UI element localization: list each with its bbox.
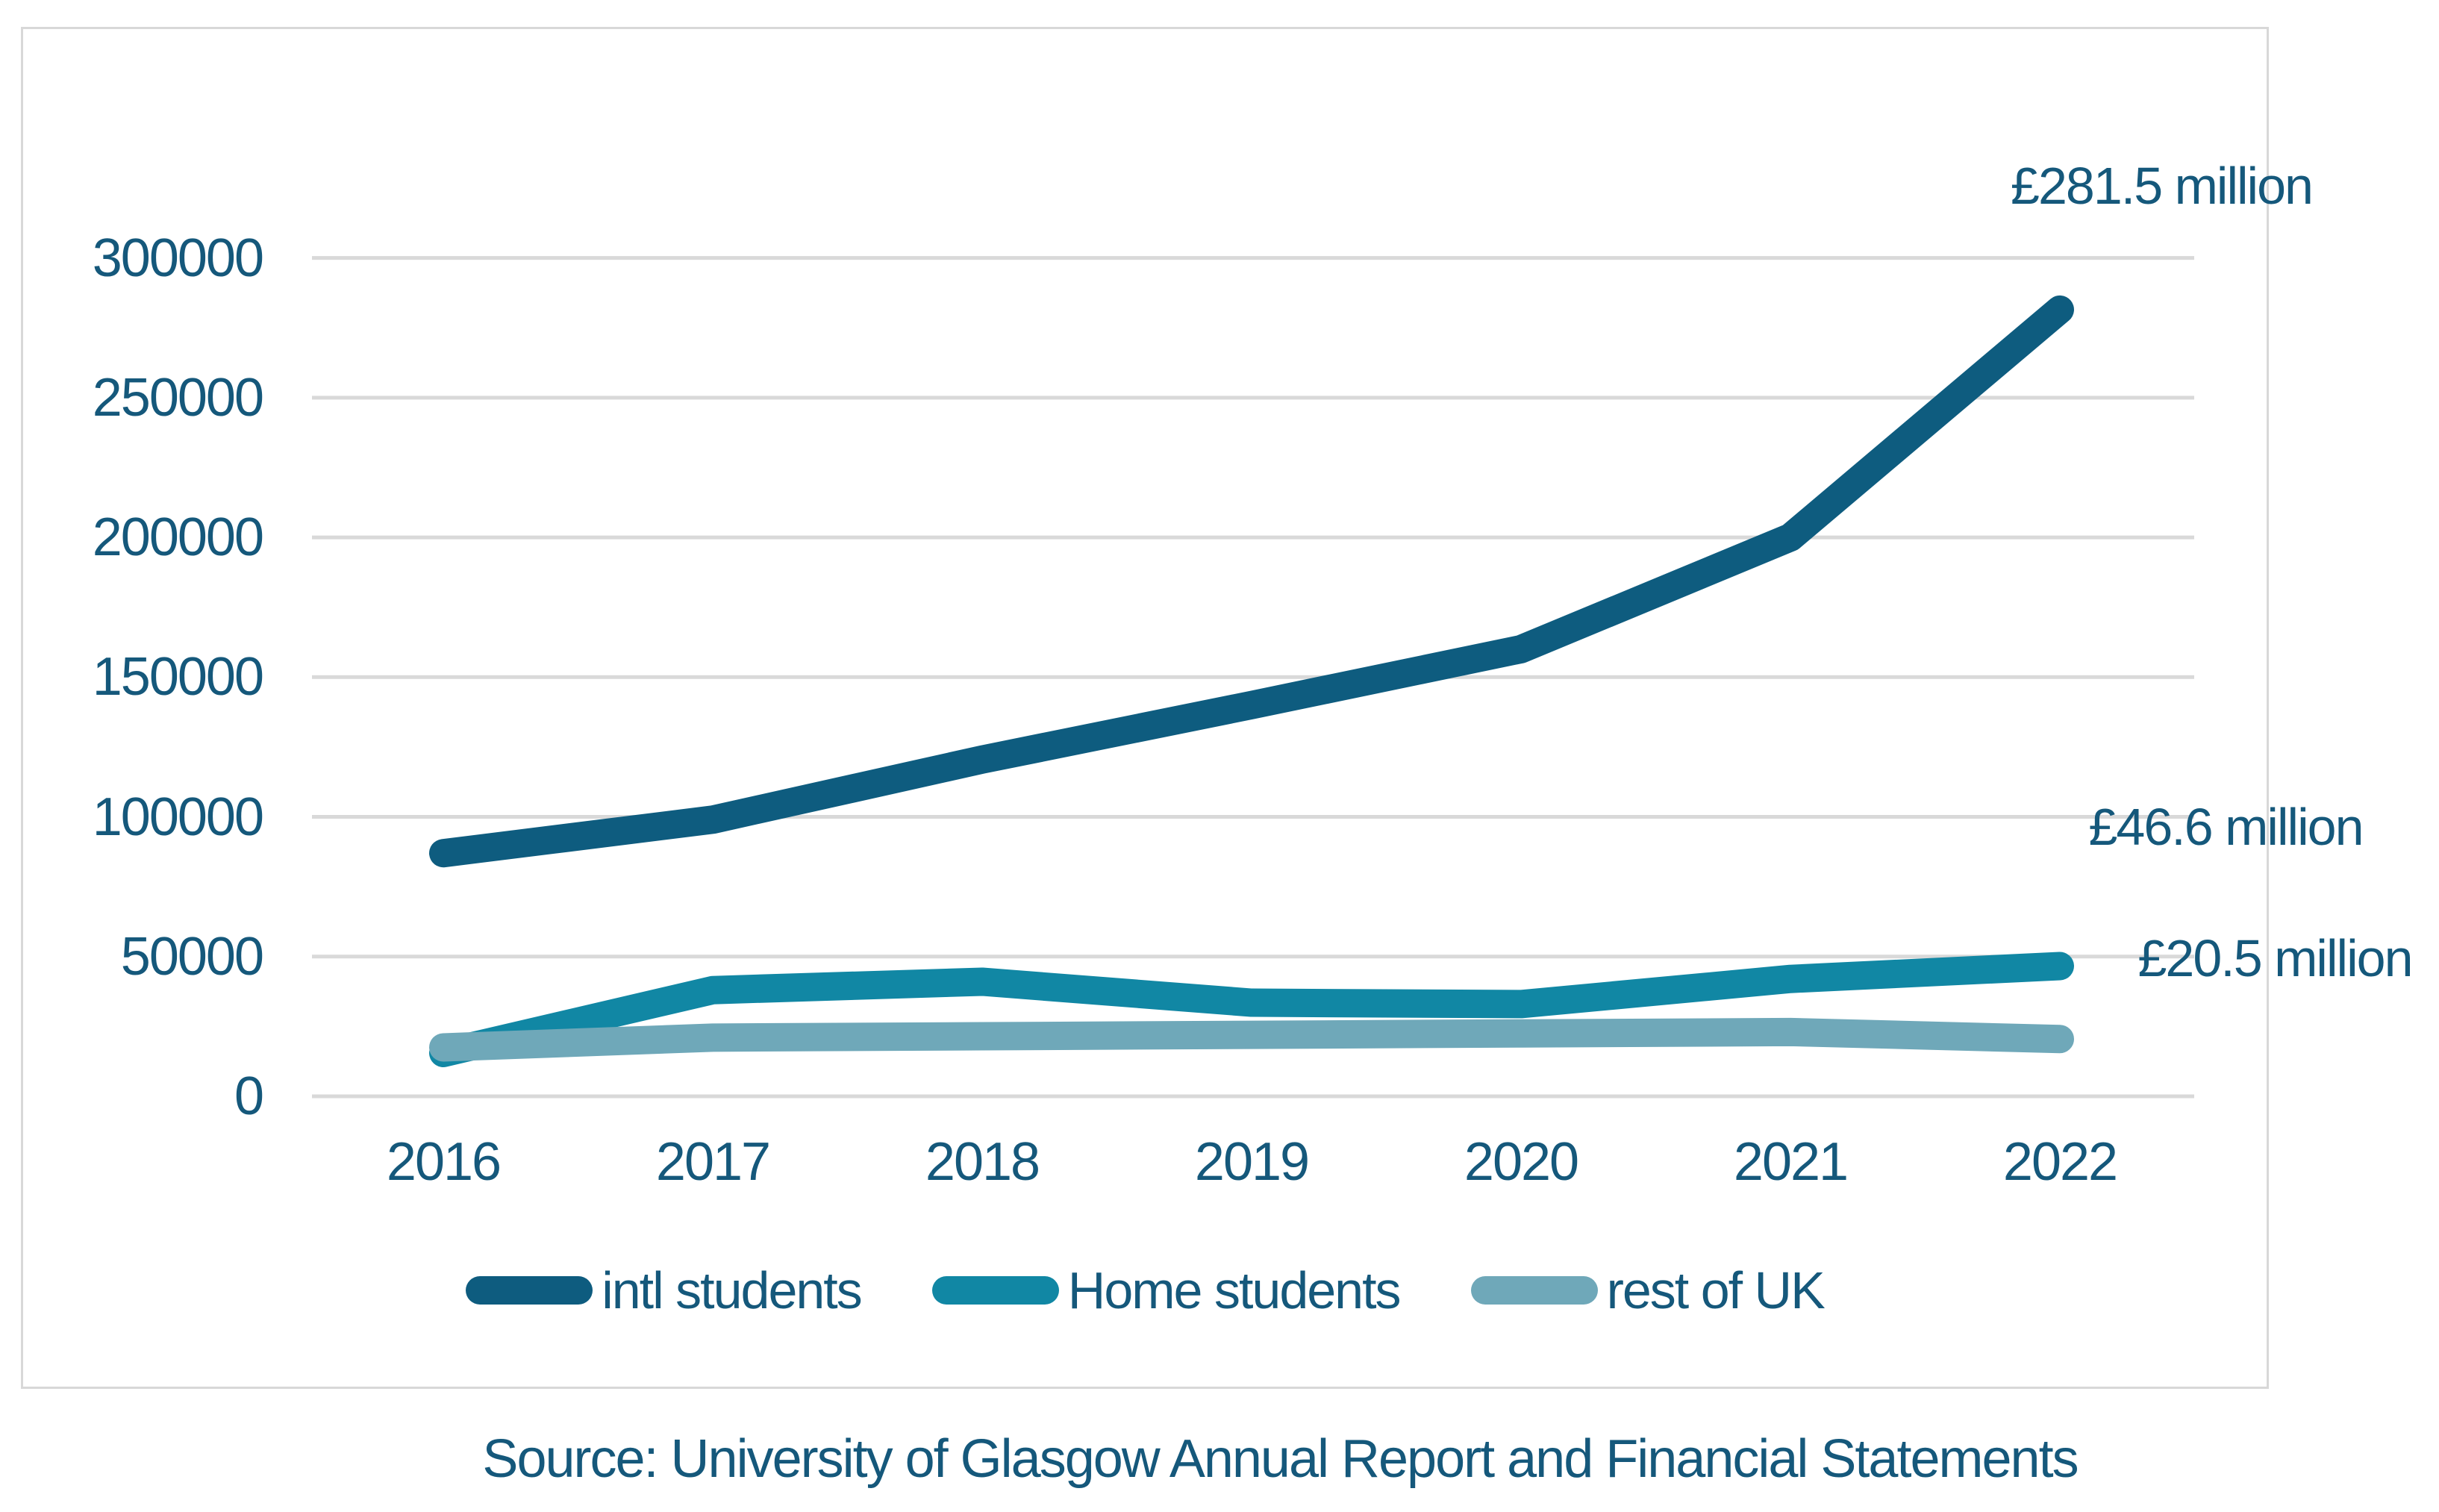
x-label-2017: 2017 [655, 1132, 771, 1192]
legend-marker-rest-of-uk [1470, 1276, 1598, 1305]
chart-frame [21, 27, 2269, 1389]
y-tick-100000: 100000 [92, 787, 264, 847]
y-tick-300000: 300000 [92, 228, 264, 288]
source-caption: Source: University of Glasgow Annual Rep… [482, 1429, 2079, 1489]
x-label-2021: 2021 [1733, 1132, 1849, 1192]
x-label-2022: 2022 [2002, 1132, 2118, 1192]
x-label-2018: 2018 [925, 1132, 1040, 1192]
legend-item-intl-students: intl students [466, 1260, 863, 1321]
y-tick-0: 0 [234, 1066, 264, 1126]
y-tick-50000: 50000 [120, 926, 264, 987]
legend-item-rest-of-uk: rest of UK [1470, 1260, 1826, 1321]
legend-marker-intl-students [466, 1276, 593, 1305]
legend: intl students Home students rest of UK [21, 1260, 2269, 1321]
legend-label-rest-of-uk: rest of UK [1606, 1261, 1826, 1319]
x-label-2016: 2016 [386, 1132, 502, 1192]
y-tick-200000: 200000 [92, 507, 264, 568]
y-tick-150000: 150000 [92, 647, 264, 707]
annotation-intl-2022: £281.5 million [2011, 157, 2314, 215]
legend-label-intl-students: intl students [602, 1261, 863, 1319]
series-line-home-students [429, 952, 2074, 1067]
series-line-intl-students [429, 295, 2074, 868]
annotation-ruk-2022: £20.5 million [2137, 929, 2414, 987]
legend-item-home-students: Home students [931, 1260, 1402, 1321]
series-line-rest-of-uk [429, 1017, 2074, 1062]
x-label-2019: 2019 [1194, 1132, 1310, 1192]
legend-label-home-students: Home students [1067, 1261, 1402, 1319]
legend-marker-home-students [931, 1276, 1059, 1305]
y-tick-250000: 250000 [92, 367, 264, 428]
x-label-2020: 2020 [1464, 1132, 1579, 1192]
annotation-home-2022: £46.6 million [2088, 798, 2364, 856]
